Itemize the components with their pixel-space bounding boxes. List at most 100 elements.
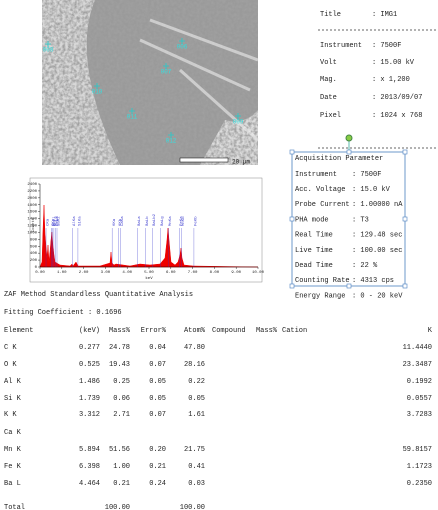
table-cell: 0.03 [188,480,205,488]
acq-label: Energy Range [295,292,345,300]
y-tick-label: 1000 [27,231,37,235]
table-cell: 100.00 [105,504,130,510]
y-tick-label: 1200 [27,225,37,229]
y-tick-label: 800 [30,238,38,242]
x-tick-label: 0.00 [35,271,45,275]
table-cell: 0.05 [188,395,205,403]
info-value: : 1024 x 768 [372,112,422,120]
table-cell: 0.05 [149,378,166,386]
spectrum-curve [39,204,259,268]
table-cell: 0.25 [113,378,130,386]
table-cell: 11.4440 [403,344,432,352]
acquisition-box[interactable]: Acquisition Parameter Instrument: 7500F Ac… [289,134,408,300]
info-label: Pixel [320,112,341,120]
table-cell: 0.21 [149,463,166,471]
peak-label: KKb [118,218,123,226]
point-label: 010 [92,89,103,96]
acq-label: Live Time [295,247,333,255]
acq-value: : T3 [352,216,369,224]
info-label: Volt [320,59,337,67]
info-value: : 2013/09/07 [372,94,422,102]
table-cell: 1.739 [79,395,100,403]
acq-title: Acquisition Parameter [295,155,383,163]
sem-image [42,0,260,165]
table-cell: 1.00 [113,463,130,471]
peak-label: BaLa [138,216,142,226]
x-axis-label: keV [145,276,153,281]
y-tick-label: 2000 [27,197,37,201]
analysis-title: ZAF Method Standardless Quantitative Ana… [4,291,193,299]
peak-label: MnKb [181,216,186,226]
peak-label: AlKa [72,216,77,226]
info-value: : 7500F [372,42,401,50]
x-tick-label: 2.00 [79,271,89,275]
info-value: : x 1,200 [372,76,410,84]
x-tick-label: 3.00 [101,271,111,275]
table-cell: 4.464 [79,480,100,488]
column-header: Error% [141,327,167,335]
table-cell: 0.41 [188,463,205,471]
column-header: Mass% [109,327,131,335]
peak-label: FeKb [193,216,198,226]
column-header: (keV) [79,327,100,335]
info-value: : IMG1 [372,11,397,19]
peak-label: BaMz [58,216,62,226]
point-label: 008 [43,47,54,54]
table-cell: O K [4,361,17,369]
peak-label: FeKa [180,216,184,226]
table-cell: Mn K [4,446,22,454]
peak-label: CKa [47,218,51,226]
acq-label: Instrument [295,171,337,179]
table-cell: K K [4,411,17,419]
acq-label: Dead Time [295,262,333,270]
point-marker [129,108,135,114]
table-cell: 0.07 [149,411,166,419]
scale-bar-label: 20 µm [232,159,250,166]
table-cell: 0.2350 [407,480,432,488]
acq-label: Probe Current [295,201,350,209]
table-cell: 28.16 [184,361,205,369]
y-tick-label: 2200 [27,190,37,194]
x-tick-label: 4.00 [122,271,132,275]
point-label: 006 [177,44,188,51]
point-marker [45,41,51,47]
peak-label: KKa [113,218,117,226]
x-tick-label: 1.00 [57,271,67,275]
point-marker [235,113,241,119]
x-tick-label: 5.00 [144,271,154,275]
table-cell: 0.1992 [407,378,432,386]
table-cell: 0.0557 [407,395,432,403]
table-cell: 0.21 [113,480,130,488]
x-tick-label: 10.00 [252,271,265,275]
acq-label: Acc. Voltage [295,186,345,194]
table-cell: 1.1723 [407,463,432,471]
table-cell: 1.486 [79,378,100,386]
x-tick-label: 6.00 [166,271,176,275]
info-label: Title [320,11,341,19]
table-cell: 3.7283 [407,411,432,419]
y-tick-label: 200 [30,259,38,263]
table-cell: 2.71 [113,411,130,419]
y-tick-label: 1400 [27,218,37,222]
acq-value: : 129.48 sec [352,232,402,240]
peak-label: MnLa [54,216,58,226]
fitting-coefficient: Fitting Coefficient : 0.1696 [4,309,122,317]
y-tick-label: 1600 [27,211,37,215]
table-cell: Si K [4,395,22,403]
table-cell: Fe K [4,463,22,471]
x-tick-label: 9.00 [231,271,241,275]
y-tick-label: 400 [30,252,38,256]
acq-value: : 0 - 20 keV [352,292,403,300]
table-cell: 0.24 [149,480,166,488]
peak-label: BaLg [161,216,165,226]
table-cell: 23.3487 [403,361,432,369]
table-cell: 19.43 [109,361,130,369]
point-marker [168,132,174,138]
table-cell: 100.00 [180,504,205,510]
table-cell: 0.277 [79,344,100,352]
table-cell: Total [4,504,25,510]
point-label: 011 [127,114,138,121]
column-header: Compound [212,327,246,335]
y-tick-label: 0 [35,266,38,270]
